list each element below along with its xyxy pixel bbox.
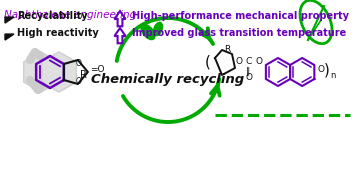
Text: R: R	[224, 46, 230, 54]
Text: Recyclability: Recyclability	[17, 11, 88, 21]
Text: C: C	[246, 57, 252, 67]
Polygon shape	[42, 52, 76, 92]
Polygon shape	[24, 52, 58, 92]
Text: O: O	[76, 77, 82, 87]
Text: O: O	[317, 66, 324, 74]
Text: Improved glass transition temperature: Improved glass transition temperature	[132, 28, 346, 38]
Polygon shape	[5, 34, 14, 40]
Ellipse shape	[153, 22, 163, 36]
Text: High-performance mechanical property: High-performance mechanical property	[132, 11, 349, 21]
Text: O: O	[246, 74, 253, 83]
Text: High reactivity: High reactivity	[17, 28, 99, 38]
Text: O: O	[76, 60, 82, 68]
Text: R: R	[80, 70, 87, 80]
Text: n: n	[330, 71, 335, 81]
Text: (: (	[205, 54, 211, 70]
Text: O: O	[255, 57, 262, 67]
Polygon shape	[5, 17, 14, 23]
Text: ‖: ‖	[246, 67, 250, 75]
Text: O: O	[236, 57, 243, 67]
Ellipse shape	[141, 24, 155, 40]
Text: ): )	[324, 63, 330, 77]
Text: Naphthalene engineering: Naphthalene engineering	[4, 10, 136, 20]
Text: Chemically recycling: Chemically recycling	[92, 74, 245, 87]
Text: =O: =O	[90, 66, 104, 74]
